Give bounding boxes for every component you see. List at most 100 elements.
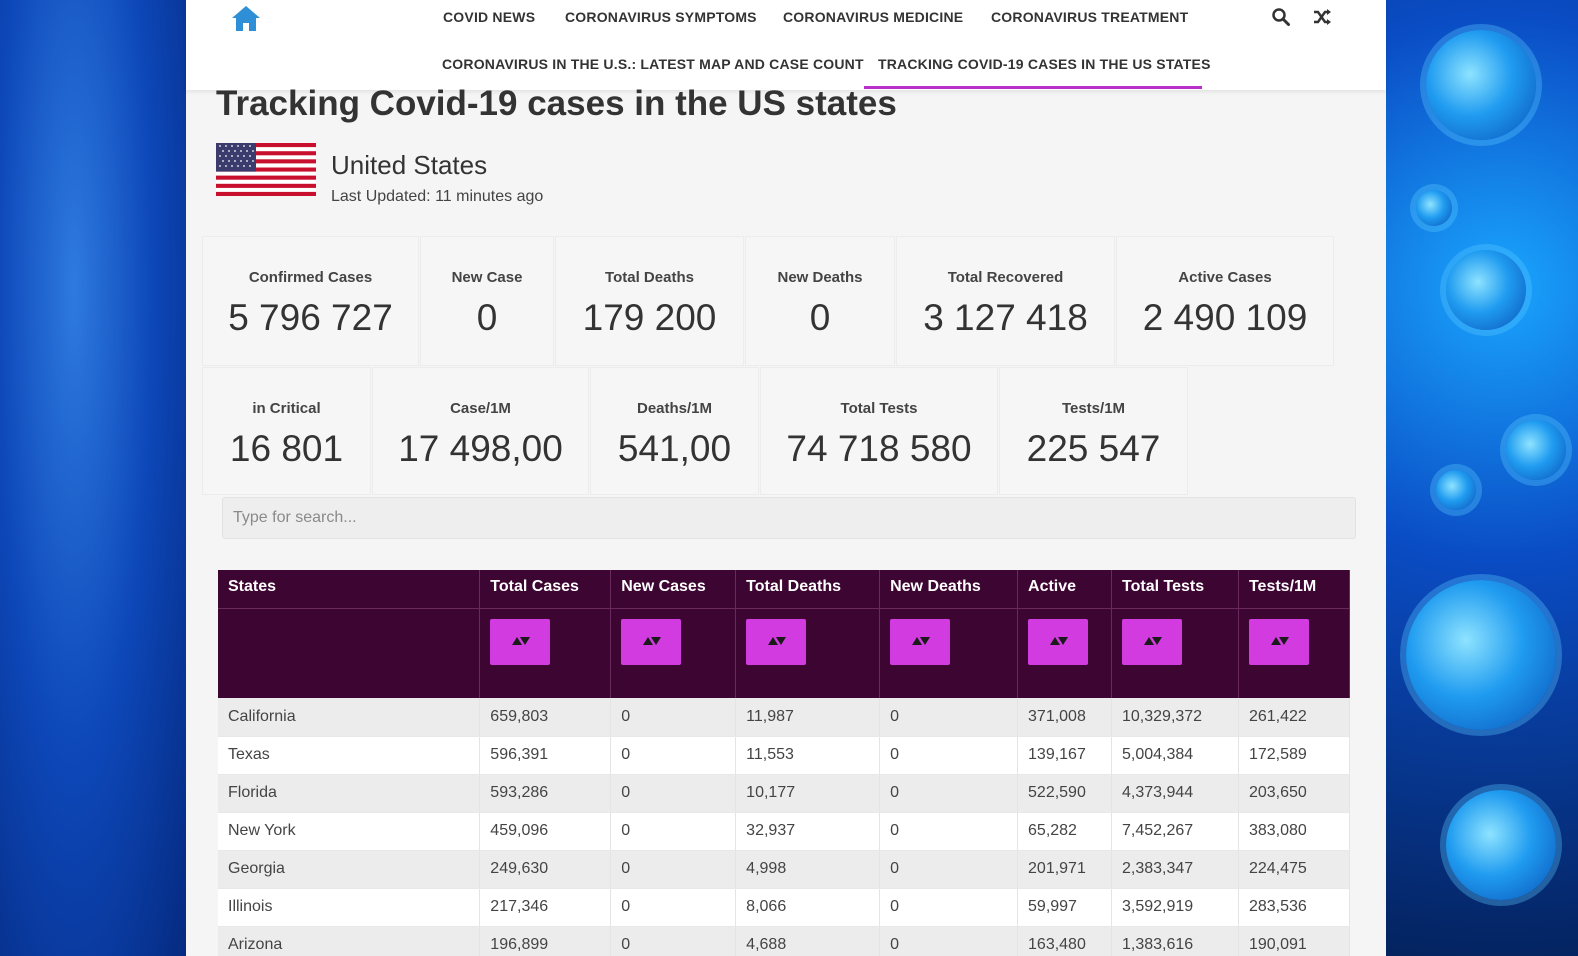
stat-total-tests: Total Tests 74 718 580: [760, 367, 998, 495]
stat-label: Total Deaths: [605, 269, 694, 286]
table-cell: 0: [879, 888, 1019, 927]
table-cell: 10,329,372: [1111, 698, 1239, 737]
table-cell: 383,080: [1238, 812, 1351, 851]
stat-label: New Case: [451, 269, 523, 286]
state-name-cell: California: [218, 698, 481, 737]
table-cell: 261,422: [1238, 698, 1351, 737]
stat-label: Total Tests: [840, 400, 918, 417]
nav-coronavirus-medicine[interactable]: CORONAVIRUS MEDICINE: [783, 9, 964, 25]
table-cell: 249,630: [479, 850, 612, 889]
table-cell: 59,997: [1017, 888, 1112, 927]
sort-cell: [735, 607, 881, 698]
table-cell: 0: [610, 736, 737, 775]
table-cell: 659,803: [479, 698, 612, 737]
table-cell: 201,971: [1017, 850, 1112, 889]
table-cell: 172,589: [1238, 736, 1351, 775]
stat-new-case: New Case 0: [420, 236, 554, 366]
table-cell: 0: [879, 736, 1019, 775]
table-cell: 522,590: [1017, 774, 1112, 813]
nav-us-latest-map[interactable]: CORONAVIRUS IN THE U.S.: LATEST MAP AND …: [442, 56, 864, 72]
stat-total-deaths: Total Deaths 179 200: [555, 236, 744, 366]
stat-label: Active Cases: [1178, 269, 1272, 286]
stat-label: Deaths/1M: [636, 400, 713, 417]
page-title: Tracking Covid-19 cases in the US states: [216, 84, 897, 123]
background-right-virus: [1386, 0, 1578, 956]
col-header-new-cases: New Cases: [610, 570, 737, 608]
nav-coronavirus-symptoms[interactable]: CORONAVIRUS SYMPTOMS: [565, 9, 757, 25]
sort-cell-states: [218, 607, 481, 698]
nav-covid-news[interactable]: COVID NEWS: [443, 9, 536, 25]
sort-cell: [879, 607, 1019, 698]
stat-value: 3 127 418: [923, 297, 1088, 338]
nav-tracking-us-states[interactable]: TRACKING COVID-19 CASES IN THE US STATES: [878, 56, 1211, 72]
search-input[interactable]: [222, 497, 1356, 539]
sort-button-new-cases[interactable]: [621, 618, 682, 665]
table-body: California 659,803 0 11,987 0 371,008 10,329,3…: [218, 698, 1351, 956]
state-name-cell: Illinois: [218, 888, 481, 927]
sort-arrows-icon: [1144, 636, 1162, 645]
sort-button-total-tests[interactable]: [1122, 618, 1182, 665]
col-header-total-cases: Total Cases: [479, 570, 612, 608]
sort-button-active[interactable]: [1028, 618, 1089, 665]
stat-in-critical: in Critical 16 801: [202, 367, 371, 495]
table-cell: 0: [879, 812, 1019, 851]
sort-button-total-cases[interactable]: [490, 618, 551, 665]
col-header-new-deaths: New Deaths: [879, 570, 1019, 608]
sort-arrows-icon: [768, 636, 787, 645]
table-cell: 593,286: [479, 774, 612, 813]
table-cell: 65,282: [1017, 812, 1112, 851]
sort-arrows-icon: [512, 636, 531, 645]
table-cell: 163,480: [1017, 926, 1112, 956]
table-cell: 190,091: [1238, 926, 1351, 956]
table-cell: 4,998: [735, 850, 881, 889]
table-cell: 8,066: [735, 888, 881, 927]
table-header-row: States Total Cases New Cases Total Death…: [218, 570, 1351, 608]
table-cell: 0: [610, 926, 737, 956]
stat-value: 2 490 109: [1142, 297, 1308, 338]
table-cell: 11,553: [735, 736, 881, 775]
sort-button-total-deaths[interactable]: [746, 618, 807, 665]
table-cell: 11,987: [735, 698, 881, 737]
us-flag-icon: [216, 143, 316, 196]
sort-arrows-icon: [1270, 636, 1289, 645]
table-row: New York 459,096 0 32,937 0 65,282 7,452,267 38…: [218, 812, 1351, 851]
nav-coronavirus-treatment[interactable]: CORONAVIRUS TREATMENT: [991, 9, 1189, 25]
table-cell: 217,346: [479, 888, 612, 927]
states-table: States Total Cases New Cases Total Death…: [218, 570, 1351, 956]
stat-label: Total Recovered: [947, 269, 1064, 286]
stat-total-recovered: Total Recovered 3 127 418: [896, 236, 1115, 366]
col-header-states: States: [218, 570, 481, 608]
sort-arrows-icon: [912, 636, 931, 645]
sort-cell: [610, 607, 737, 698]
last-updated: Last Updated: 11 minutes ago: [331, 188, 544, 205]
search-icon[interactable]: [1271, 7, 1291, 27]
sort-cell: [479, 607, 612, 698]
sort-button-tests-per-1m[interactable]: [1248, 618, 1309, 665]
state-name-cell: Arizona: [218, 926, 481, 956]
table-cell: 3,592,919: [1111, 888, 1239, 927]
table-cell: 596,391: [479, 736, 612, 775]
table-row: Texas 596,391 0 11,553 0 139,167 5,004,384 172,…: [218, 736, 1351, 775]
table-cell: 7,452,267: [1111, 812, 1239, 851]
table-row: California 659,803 0 11,987 0 371,008 10,329,3…: [218, 698, 1351, 737]
table-sort-row: [218, 607, 1351, 698]
stat-value: 16 801: [229, 428, 344, 469]
table-cell: 0: [879, 774, 1019, 813]
stat-value: 0: [809, 297, 831, 338]
table-cell: 0: [610, 774, 737, 813]
sort-cell: [1111, 607, 1239, 698]
table-cell: 0: [879, 850, 1019, 889]
stat-value: 541,00: [617, 428, 732, 469]
stat-label: Tests/1M: [1061, 400, 1126, 417]
stat-deaths-per-1m: Deaths/1M 541,00: [590, 367, 759, 495]
stat-value: 17 498,00: [398, 428, 563, 469]
shuffle-icon[interactable]: [1312, 7, 1332, 27]
table-cell: 224,475: [1238, 850, 1351, 889]
background-left: [0, 0, 186, 956]
home-icon[interactable]: [230, 4, 262, 32]
table-cell: 10,177: [735, 774, 881, 813]
sort-button-new-deaths[interactable]: [890, 618, 951, 665]
table-cell: 0: [610, 812, 737, 851]
stat-label: New Deaths: [777, 269, 863, 286]
table-cell: 5,004,384: [1111, 736, 1239, 775]
